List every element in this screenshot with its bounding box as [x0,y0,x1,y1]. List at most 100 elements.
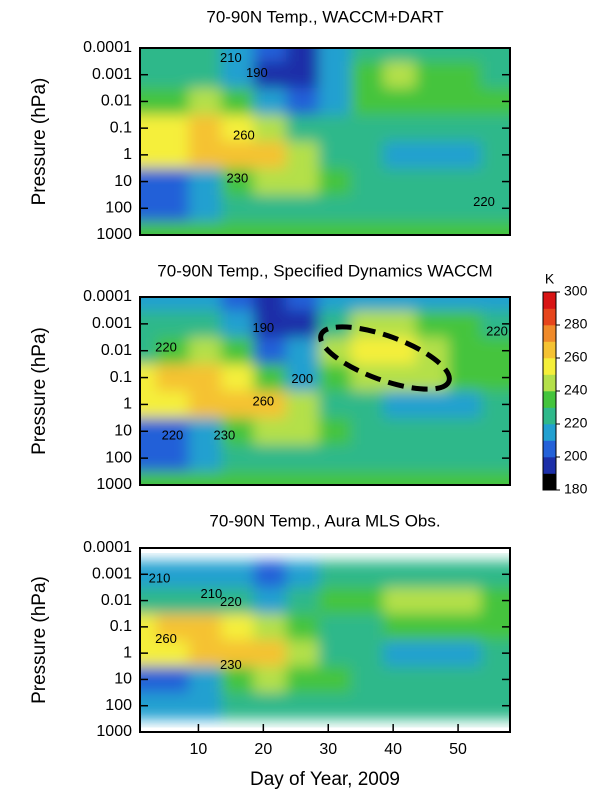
plot-frame [139,547,511,733]
colorbar-band [543,341,556,359]
field-cell [156,114,190,142]
y-tick-label: 1000 [96,476,132,493]
field-cell [415,391,449,419]
field-cell [318,337,352,365]
field-cell [383,613,417,641]
field-cell [156,141,190,169]
colorbar-tick-label: 280 [564,316,588,332]
field-cell [253,61,287,89]
field-cell [221,310,255,338]
field-cell [156,61,190,89]
field-cell [253,194,287,223]
field-cell [448,587,482,615]
field-cell [156,471,190,485]
y-axis-label: Pressure (hPa) [29,576,50,704]
contour-label: 190 [252,320,274,335]
colorbar-band [543,292,556,309]
field-cell [350,337,384,365]
y-tick-label: 1 [123,644,132,661]
y-tick-label: 0.1 [110,618,132,635]
contour-field [140,48,510,235]
field-cell [253,337,287,365]
field-cell [188,444,222,473]
field-cell [188,417,222,446]
field-cell [318,88,352,116]
contour-label: 190 [246,65,268,80]
field-cell [221,48,255,62]
field-cell [221,88,255,116]
field-cell [415,613,449,641]
chart-title: 70-90N Temp., WACCM+DART [206,7,443,26]
field-cell [350,561,384,588]
field-cell [318,613,352,641]
field-cell [253,444,287,473]
field-cell [318,417,352,446]
field-cell [286,297,320,311]
field-cell [286,364,320,392]
field-cell [318,221,352,235]
field-cell [350,48,384,62]
field-cell [156,417,190,446]
field-cell [383,666,417,694]
y-tick-label: 10 [114,671,132,688]
field-cell [221,391,255,419]
field-cell [253,48,287,62]
field-cell [156,310,190,338]
y-tick-label: 0.01 [101,592,132,609]
field-cell [286,48,320,62]
field-cell [156,640,190,667]
field-cell [383,640,417,667]
field-cell [415,88,449,116]
field-cell [448,221,482,235]
field-cells [140,561,510,720]
field-cell [383,194,417,223]
field-cell [318,48,352,62]
contour-label: 260 [155,631,177,646]
field-cell [221,666,255,694]
field-cell [318,141,352,169]
field-cell [221,61,255,89]
field-cell [221,613,255,641]
x-tick-label: 20 [254,741,272,758]
field-cell [286,88,320,116]
field-cell [156,692,190,720]
field-cell [415,114,449,142]
contour-label: 260 [252,393,274,408]
field-cell [140,692,157,720]
field-cell [448,61,482,89]
y-tick-label: 0.001 [92,315,132,332]
field-cell [350,391,384,419]
field-cell [415,168,449,196]
y-axis-label: Pressure (hPa) [29,78,50,206]
field-cell [286,666,320,694]
colorbar-band [543,407,556,425]
field-cell [253,666,287,694]
field-cell [286,337,320,365]
field-cell [448,391,482,419]
field-cell [415,48,449,62]
field-cell [221,587,255,615]
field-cell [350,444,384,473]
field-cell [253,471,287,485]
field-cell [350,297,384,311]
field-cell [480,471,510,485]
contour-label: 210 [220,50,242,65]
x-tick-label: 30 [319,741,337,758]
field-cell [253,613,287,641]
colorbar-tick-label: 260 [564,349,588,365]
field-cell [253,221,287,235]
field-cell [350,61,384,89]
field-cell [286,221,320,235]
field-cell [383,471,417,485]
field-cell [221,417,255,446]
field-cell [188,88,222,116]
field-cell [140,141,157,169]
colorbar-band [543,457,556,474]
colorbar-tick-label: 240 [564,382,588,398]
field-cell [350,640,384,667]
field-cell [448,364,482,392]
field-cell [383,444,417,473]
field-cell [383,391,417,419]
field-cell [156,297,190,311]
field-cell [140,221,157,235]
